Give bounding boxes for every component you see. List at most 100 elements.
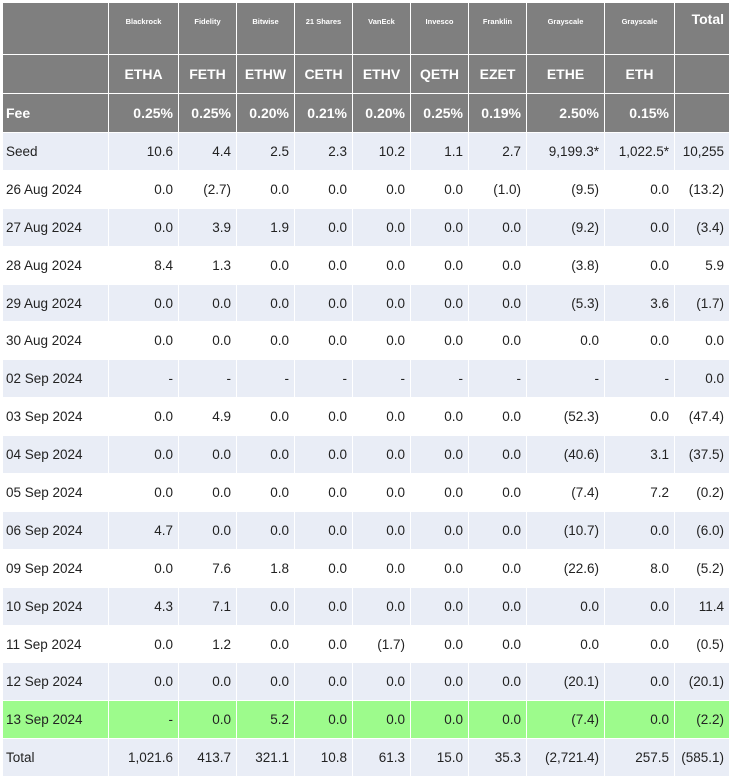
row-label: Seed bbox=[2, 132, 109, 171]
flow-cell: 0.0 bbox=[468, 473, 527, 512]
flow-cell: 10.2 bbox=[352, 132, 411, 171]
table-row: 13 Sep 2024-0.0 5.2 0.0 0.0 0.0 0.0 (7.4) 0.0 (2… bbox=[2, 700, 730, 740]
flow-cell: 2.5 bbox=[236, 132, 295, 171]
fee-cell: 0.20% bbox=[236, 93, 295, 133]
flow-cell: 0.0 bbox=[352, 473, 411, 512]
total-cell: (5.2) bbox=[674, 548, 730, 588]
flow-cell: 0.0 bbox=[468, 510, 527, 550]
flow-cell: 0.0 bbox=[352, 548, 411, 588]
flow-cell: 0.0 bbox=[236, 624, 295, 664]
flow-cell: 0.0 bbox=[236, 245, 295, 285]
flow-cell: - bbox=[178, 359, 237, 399]
issuer-cell: 21 Shares bbox=[294, 2, 353, 55]
flow-cell: 3.9 bbox=[178, 207, 237, 247]
row-label: 29 Aug 2024 bbox=[2, 283, 109, 323]
flow-cell: 0.0 bbox=[236, 397, 295, 437]
table-row: 30 Aug 2024 0.0 0.0 0.0 0.0 0.0 0.0 0.0 0.0 0.0 0.… bbox=[2, 321, 730, 361]
fee-total-blank bbox=[674, 93, 730, 133]
row-label: 02 Sep 2024 bbox=[2, 359, 109, 399]
flow-cell: 0.0 bbox=[410, 283, 469, 323]
fee-cell: 0.25% bbox=[410, 93, 469, 133]
flow-cell: 0.0 bbox=[468, 397, 527, 437]
flow-cell: 0.0 bbox=[410, 662, 469, 702]
flow-cell: 0.0 bbox=[294, 586, 353, 626]
flow-cell: 0.0 bbox=[410, 700, 469, 740]
flow-cell: 0.0 bbox=[294, 700, 353, 740]
flow-cell: 9,199.3* bbox=[526, 132, 605, 171]
fee-row: Fee 0.25% 0.25% 0.20% 0.21% 0.20% 0.25% … bbox=[2, 93, 730, 133]
flow-cell: 0.0 bbox=[178, 435, 237, 475]
flow-cell: 7.6 bbox=[178, 548, 237, 588]
total-cell: (13.2) bbox=[674, 169, 730, 209]
flow-cell: 0.0 bbox=[108, 397, 179, 437]
ticker-cell: FETH bbox=[178, 54, 237, 94]
total-cell: (0.2) bbox=[674, 473, 730, 512]
row-label: 27 Aug 2024 bbox=[2, 207, 109, 247]
flow-cell: (1.7) bbox=[352, 624, 411, 664]
flow-cell: 1.3 bbox=[178, 245, 237, 285]
table-row: 29 Aug 2024 0.0 0.0 0.0 0.0 0.0 0.0 0.0 (5.3) 3.6… bbox=[2, 283, 730, 323]
issuer-cell: Grayscale bbox=[604, 2, 675, 55]
flow-cell: 4.3 bbox=[108, 586, 179, 626]
flow-cell: 257.5 bbox=[604, 738, 675, 777]
issuer-cell: Franklin bbox=[468, 2, 527, 55]
flow-cell: 0.0 bbox=[410, 207, 469, 247]
total-cell: (1.7) bbox=[674, 283, 730, 323]
flow-cell: 1.2 bbox=[178, 624, 237, 664]
ticker-cell: ETH bbox=[604, 54, 675, 94]
flow-cell: 0.0 bbox=[352, 586, 411, 626]
corner-cell bbox=[2, 2, 109, 55]
flow-cell: 0.0 bbox=[236, 321, 295, 361]
total-cell: 0.0 bbox=[674, 359, 730, 399]
flow-cell: 0.0 bbox=[294, 207, 353, 247]
total-cell: 10,255 bbox=[674, 132, 730, 171]
flow-cell: 413.7 bbox=[178, 738, 237, 777]
flow-cell: 0.0 bbox=[604, 397, 675, 437]
row-label: 04 Sep 2024 bbox=[2, 435, 109, 475]
flow-cell: 2.3 bbox=[294, 132, 353, 171]
row-label: 03 Sep 2024 bbox=[2, 397, 109, 437]
flow-cell: 0.0 bbox=[294, 473, 353, 512]
flow-cell: 0.0 bbox=[604, 245, 675, 285]
flow-cell: 7.2 bbox=[604, 473, 675, 512]
issuer-header-row: Blackrock Fidelity Bitwise 21 Shares Van… bbox=[2, 2, 730, 55]
issuer-cell: VanEck bbox=[352, 2, 411, 55]
flow-cell: (10.7) bbox=[526, 510, 605, 550]
flow-cell: 0.0 bbox=[108, 283, 179, 323]
flow-cell: 1.9 bbox=[236, 207, 295, 247]
flow-cell: 0.0 bbox=[352, 207, 411, 247]
flow-cell: 0.0 bbox=[604, 207, 675, 247]
flow-cell: (52.3) bbox=[526, 397, 605, 437]
flow-cell: 0.0 bbox=[294, 169, 353, 209]
table-row: 09 Sep 2024 0.0 7.6 1.8 0.0 0.0 0.0 0.0 (22.6) 8.… bbox=[2, 548, 730, 588]
flow-cell: 0.0 bbox=[236, 473, 295, 512]
flow-cell: (3.8) bbox=[526, 245, 605, 285]
flow-cell: 0.0 bbox=[352, 245, 411, 285]
flow-cell: 0.0 bbox=[236, 169, 295, 209]
table-row: 26 Aug 2024 0.0 (2.7) 0.0 0.0 0.0 0.0 (1.0) (9.5… bbox=[2, 169, 730, 209]
flow-cell: 0.0 bbox=[468, 321, 527, 361]
flow-cell: 1,022.5* bbox=[604, 132, 675, 171]
flow-cell: 0.0 bbox=[410, 245, 469, 285]
flow-cell: (40.6) bbox=[526, 435, 605, 475]
flow-cell: 0.0 bbox=[294, 321, 353, 361]
total-cell: 5.9 bbox=[674, 245, 730, 285]
flow-cell: 0.0 bbox=[352, 169, 411, 209]
flow-cell: 61.3 bbox=[352, 738, 411, 777]
fee-label: Fee bbox=[2, 93, 109, 133]
total-cell: (0.5) bbox=[674, 624, 730, 664]
flow-cell: - bbox=[352, 359, 411, 399]
flow-cell: 0.0 bbox=[352, 700, 411, 740]
row-label: 06 Sep 2024 bbox=[2, 510, 109, 550]
flow-cell: 0.0 bbox=[352, 435, 411, 475]
total-cell: (3.4) bbox=[674, 207, 730, 247]
fee-cell: 0.15% bbox=[604, 93, 675, 133]
flow-cell: 0.0 bbox=[352, 321, 411, 361]
total-cell: 11.4 bbox=[674, 586, 730, 626]
flow-cell: 3.1 bbox=[604, 435, 675, 475]
flow-cell: 0.0 bbox=[108, 435, 179, 475]
row-label: 30 Aug 2024 bbox=[2, 321, 109, 361]
flow-cell: 7.1 bbox=[178, 586, 237, 626]
